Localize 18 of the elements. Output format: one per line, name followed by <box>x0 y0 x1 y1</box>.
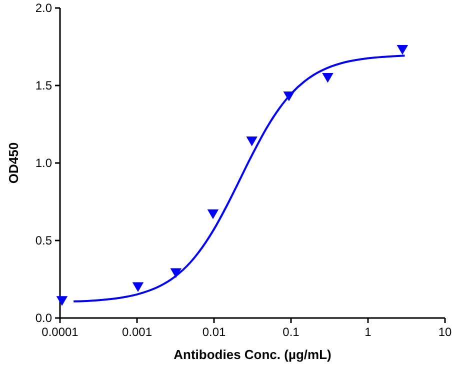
x-tick-label: 0.01 <box>202 325 226 339</box>
point <box>207 209 219 220</box>
point <box>132 282 144 292</box>
y-tick-label: 1.5 <box>35 78 52 92</box>
x-tick-label: 0.1 <box>282 325 300 339</box>
x-tick-label: 1 <box>364 325 372 339</box>
y-tick-label: 0.0 <box>35 311 52 325</box>
x-axis-title: Antibodies Conc. (µg/mL) <box>174 347 332 362</box>
y-tick-label: 1.0 <box>35 156 52 170</box>
point <box>322 72 334 83</box>
point <box>246 136 258 146</box>
x-tick-label: 10 <box>438 325 452 339</box>
x-tick-label: 0.0001 <box>42 325 79 339</box>
point <box>170 268 182 278</box>
x-tick-label: 0.001 <box>122 325 152 339</box>
y-tick-label: 0.5 <box>35 234 52 248</box>
y-axis-title: OD450 <box>6 142 21 184</box>
y-tick-label: 2.0 <box>35 1 52 15</box>
